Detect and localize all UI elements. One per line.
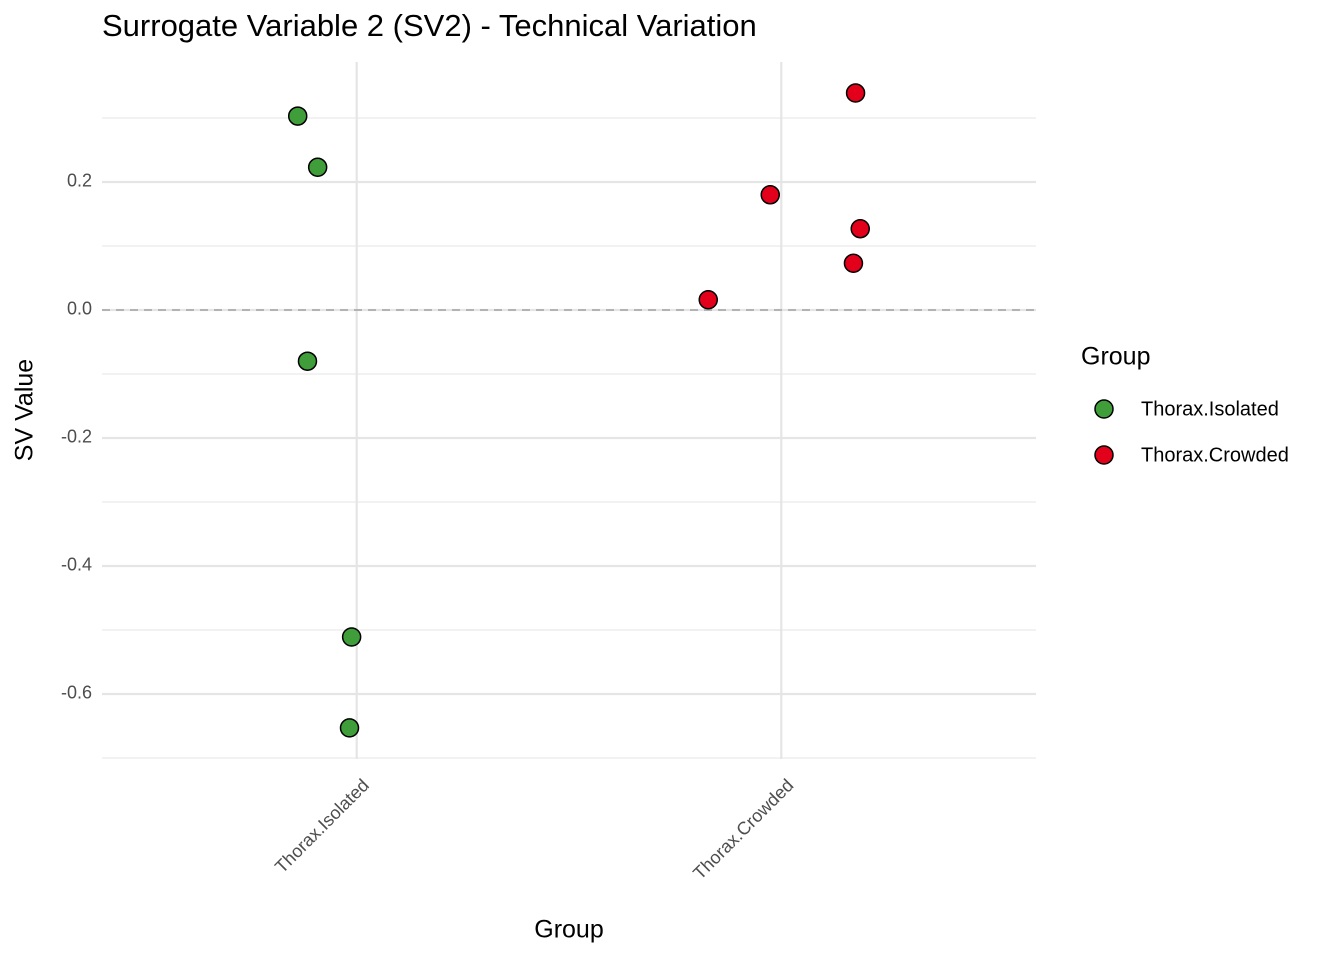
point [698, 290, 719, 310]
y-tick-label: -0.6 [61, 683, 92, 703]
point [760, 185, 780, 205]
point [845, 83, 866, 103]
point [843, 253, 864, 274]
point [850, 218, 870, 239]
legend-label: Thorax.Crowded [1141, 444, 1289, 466]
legend-marker [1094, 445, 1114, 465]
x-tick-label: Thorax.Crowded [689, 775, 797, 883]
point [307, 157, 328, 178]
point [287, 106, 308, 126]
y-tick-label: -0.2 [61, 427, 92, 447]
y-tick-label: 0.2 [67, 171, 92, 191]
point [297, 351, 318, 371]
y-axis-title: SV Value [11, 359, 39, 461]
x-axis-title: Group [534, 916, 603, 944]
legend-label: Thorax.Isolated [1141, 398, 1279, 420]
point [341, 627, 362, 647]
chart-title: Surrogate Variable 2 (SV2) - Technical V… [102, 8, 757, 43]
legend-title: Group [1081, 343, 1150, 371]
point [339, 718, 360, 738]
y-tick-label: 0.0 [67, 299, 92, 319]
y-tick-label: -0.4 [61, 555, 92, 575]
legend-marker [1094, 399, 1114, 419]
x-tick-label: Thorax.Isolated [271, 775, 373, 877]
